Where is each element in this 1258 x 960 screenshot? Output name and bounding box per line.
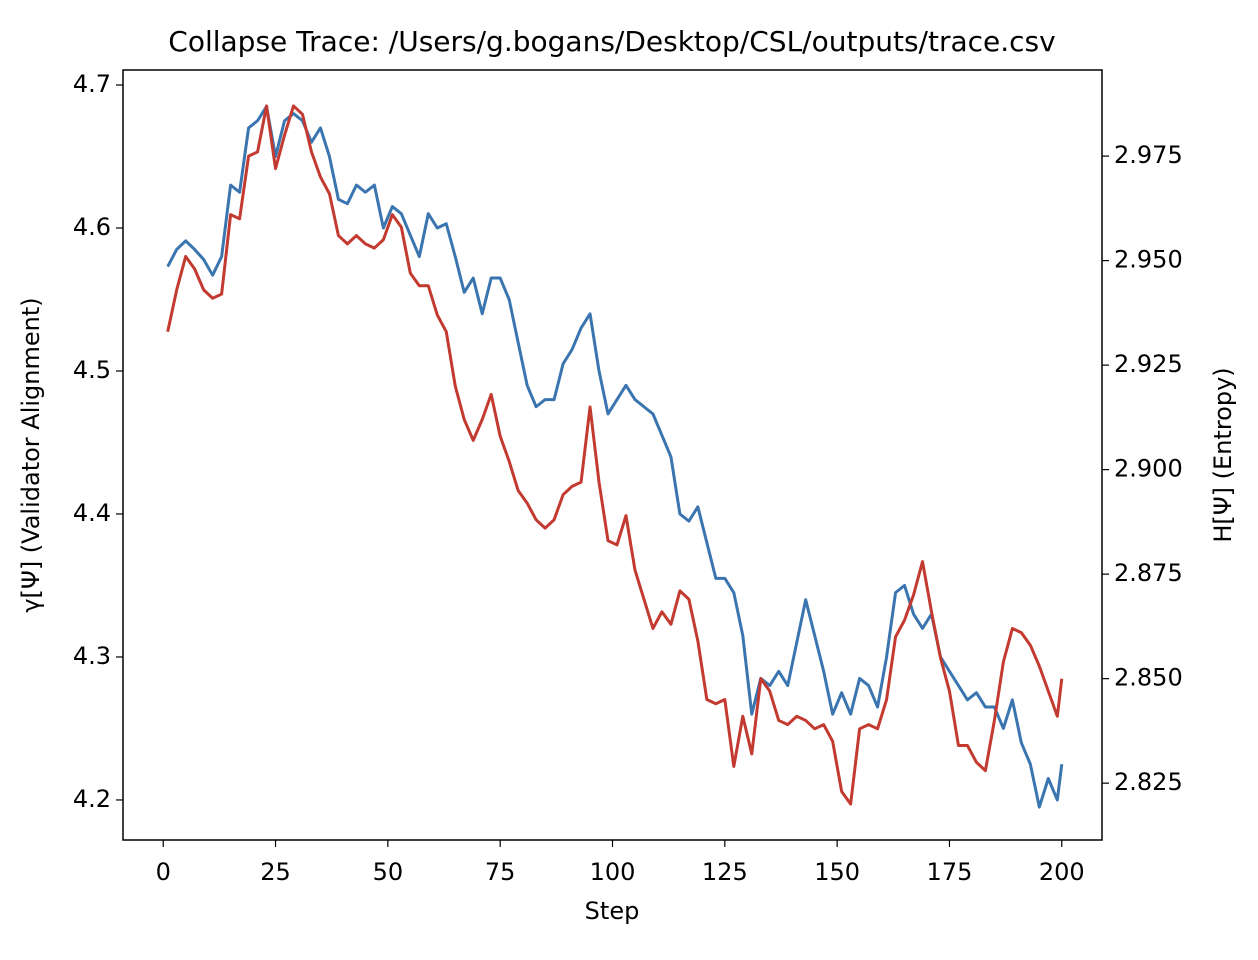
y2-tick-label: 2.825: [1114, 768, 1183, 796]
y-tick-label: 4.2: [73, 785, 111, 813]
chart-title: Collapse Trace: /Users/g.bogans/Desktop/…: [168, 25, 1055, 58]
y-axis-label: γ[Ψ] (Validator Alignment): [17, 297, 45, 612]
y-tick-label: 4.4: [73, 499, 111, 527]
x-tick-label: 0: [156, 858, 171, 886]
x-tick-label: 150: [814, 858, 860, 886]
x-tick-label: 200: [1039, 858, 1085, 886]
x-tick-label: 75: [485, 858, 516, 886]
y-tick-label: 4.6: [73, 213, 111, 241]
y2-tick-label: 2.850: [1114, 664, 1183, 692]
y-tick-label: 4.7: [73, 70, 111, 98]
y2-tick-label: 2.925: [1114, 350, 1183, 378]
plot-frame: [122, 69, 1103, 841]
y-tick-label: 4.5: [73, 356, 111, 384]
line-series: [166, 104, 1064, 806]
x-axis-label: Step: [585, 897, 640, 925]
y-tick-label: 4.3: [73, 642, 111, 670]
y2-axis-label: H[Ψ] (Entropy): [1209, 367, 1237, 542]
line-series: [166, 104, 1064, 809]
x-tick-label: 25: [260, 858, 291, 886]
y2-tick-label: 2.950: [1114, 246, 1183, 274]
y2-tick-label: 2.975: [1114, 141, 1183, 169]
y2-tick-label: 2.900: [1114, 455, 1183, 483]
x-tick-label: 50: [373, 858, 404, 886]
x-tick-label: 100: [590, 858, 636, 886]
x-tick-label: 125: [702, 858, 748, 886]
x-tick-label: 175: [927, 858, 973, 886]
y2-tick-label: 2.875: [1114, 559, 1183, 587]
